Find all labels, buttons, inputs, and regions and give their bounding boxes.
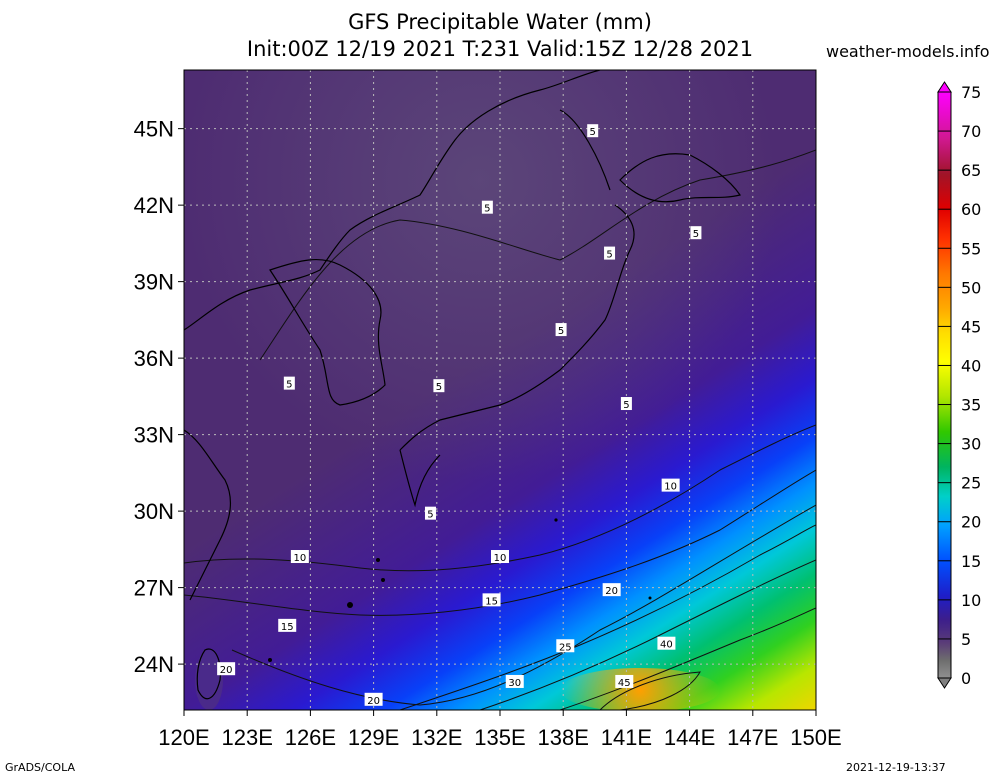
colorbar-label: 15 [961,552,981,571]
contour-label: 30 [508,678,521,689]
colorbar-label: 70 [961,122,981,141]
contour-label-box [290,550,309,564]
contour-label: 5 [484,204,490,215]
contour-label-box [278,618,297,632]
x-tick-label: 132E [411,725,462,750]
footer-left: GrADS/COLA [5,761,75,774]
contour-label: 25 [559,642,572,653]
y-tick-label: 36N [134,346,174,371]
colorbar-label: 10 [961,591,981,610]
contour-label-box [283,376,295,390]
contour-label-box [604,246,616,260]
contour-label-box [587,124,599,138]
contour-label-box [690,226,702,240]
y-tick-label: 33N [134,423,174,448]
contour-lines [184,149,816,710]
contour-label: 5 [558,326,564,337]
colorbar-min-arrow [937,677,952,689]
contour-label: 45 [618,678,631,689]
contour-label: 5 [436,382,442,393]
x-tick-label: 135E [474,725,525,750]
contour-labels: 5 5 5 5 5 5 5 5 5 10 10 10 15 15 20 20 20 25 30 40 45 [217,124,702,707]
contour-label: 5 [286,380,292,391]
x-tick-label: 150E [790,725,841,750]
colorbar-label: 5 [961,630,971,649]
contour-label-box [657,636,676,650]
x-tick-label: 123E [222,725,273,750]
contour-label: 5 [427,510,433,521]
contour-label-box [217,662,236,676]
y-tick-label: 30N [134,499,174,524]
x-tick-label: 141E [601,725,652,750]
island-marks [268,518,652,662]
contour-label: 40 [660,640,673,651]
colorbar-label: 75 [961,83,981,102]
contour-label: 20 [367,696,380,707]
contour-label: 5 [693,229,699,240]
x-tick-label: 147E [727,725,778,750]
y-tick-label: 24N [134,652,174,677]
contour-label-box [424,506,436,520]
colorbar-bar [937,91,952,679]
contour-label-box [620,397,632,411]
map-title: GFS Precipitable Water (mm) [348,10,652,34]
y-tick-label: 45N [134,117,174,142]
contour-label: 5 [590,127,596,138]
contour-label-box [364,692,383,706]
contour-label: 20 [605,586,618,597]
x-tick-label: 129E [348,725,399,750]
colorbar-label: 30 [961,435,981,454]
colorbar-label: 0 [961,669,971,688]
colorbar-label: 45 [961,317,981,336]
contour-label-box [491,550,509,564]
x-tick-label: 120E [158,725,209,750]
y-tick-label: 27N [134,576,174,601]
y-tick-label: 39N [134,270,174,295]
contour-label: 15 [485,596,498,607]
contour-label-box [615,674,634,688]
contour-label: 5 [606,250,612,261]
x-tick-label: 126E [285,725,336,750]
contour-label-box [505,674,524,688]
map-subtitle: Init:00Z 12/19 2021 T:231 Valid:15Z 12/2… [246,37,754,61]
contour-label-box [433,379,445,393]
contour-label-box [602,583,621,597]
contour-label-box [482,593,501,607]
x-tick-label: 138E [538,725,589,750]
colorbar-label: 35 [961,396,981,415]
footer-right: 2021-12-19-13:37 [846,761,946,774]
contour-label-box [556,639,575,653]
contour-label-box [661,478,680,492]
contour-label: 20 [220,665,233,676]
x-tick-labels: 120E 123E 126E 129E 132E 135E 138E 141E 144E 147E… [158,710,842,750]
colorbar-label: 65 [961,161,981,180]
colorbar-label: 50 [961,278,981,297]
contour-label: 10 [664,482,677,493]
contour-label: 10 [494,553,507,564]
contour-label: 10 [293,553,306,564]
coastlines [184,70,741,700]
colorbar-label: 40 [961,356,981,375]
colorbar-label: 60 [961,200,981,219]
contour-label: 15 [281,622,294,633]
y-tick-labels: 45N 42N 39N 36N 33N 30N 27N 24N [134,117,184,677]
contour-label-box [555,323,567,337]
contour-label-box [481,200,493,214]
colorbar-label: 55 [961,239,981,258]
colorbar-max-arrow [937,81,952,93]
contour-label: 5 [623,400,629,411]
colorbar-label: 20 [961,513,981,532]
site-label: weather-models.info [826,42,990,61]
x-tick-label: 144E [664,725,715,750]
y-tick-label: 42N [134,193,174,218]
colorbar-label: 25 [961,474,981,493]
